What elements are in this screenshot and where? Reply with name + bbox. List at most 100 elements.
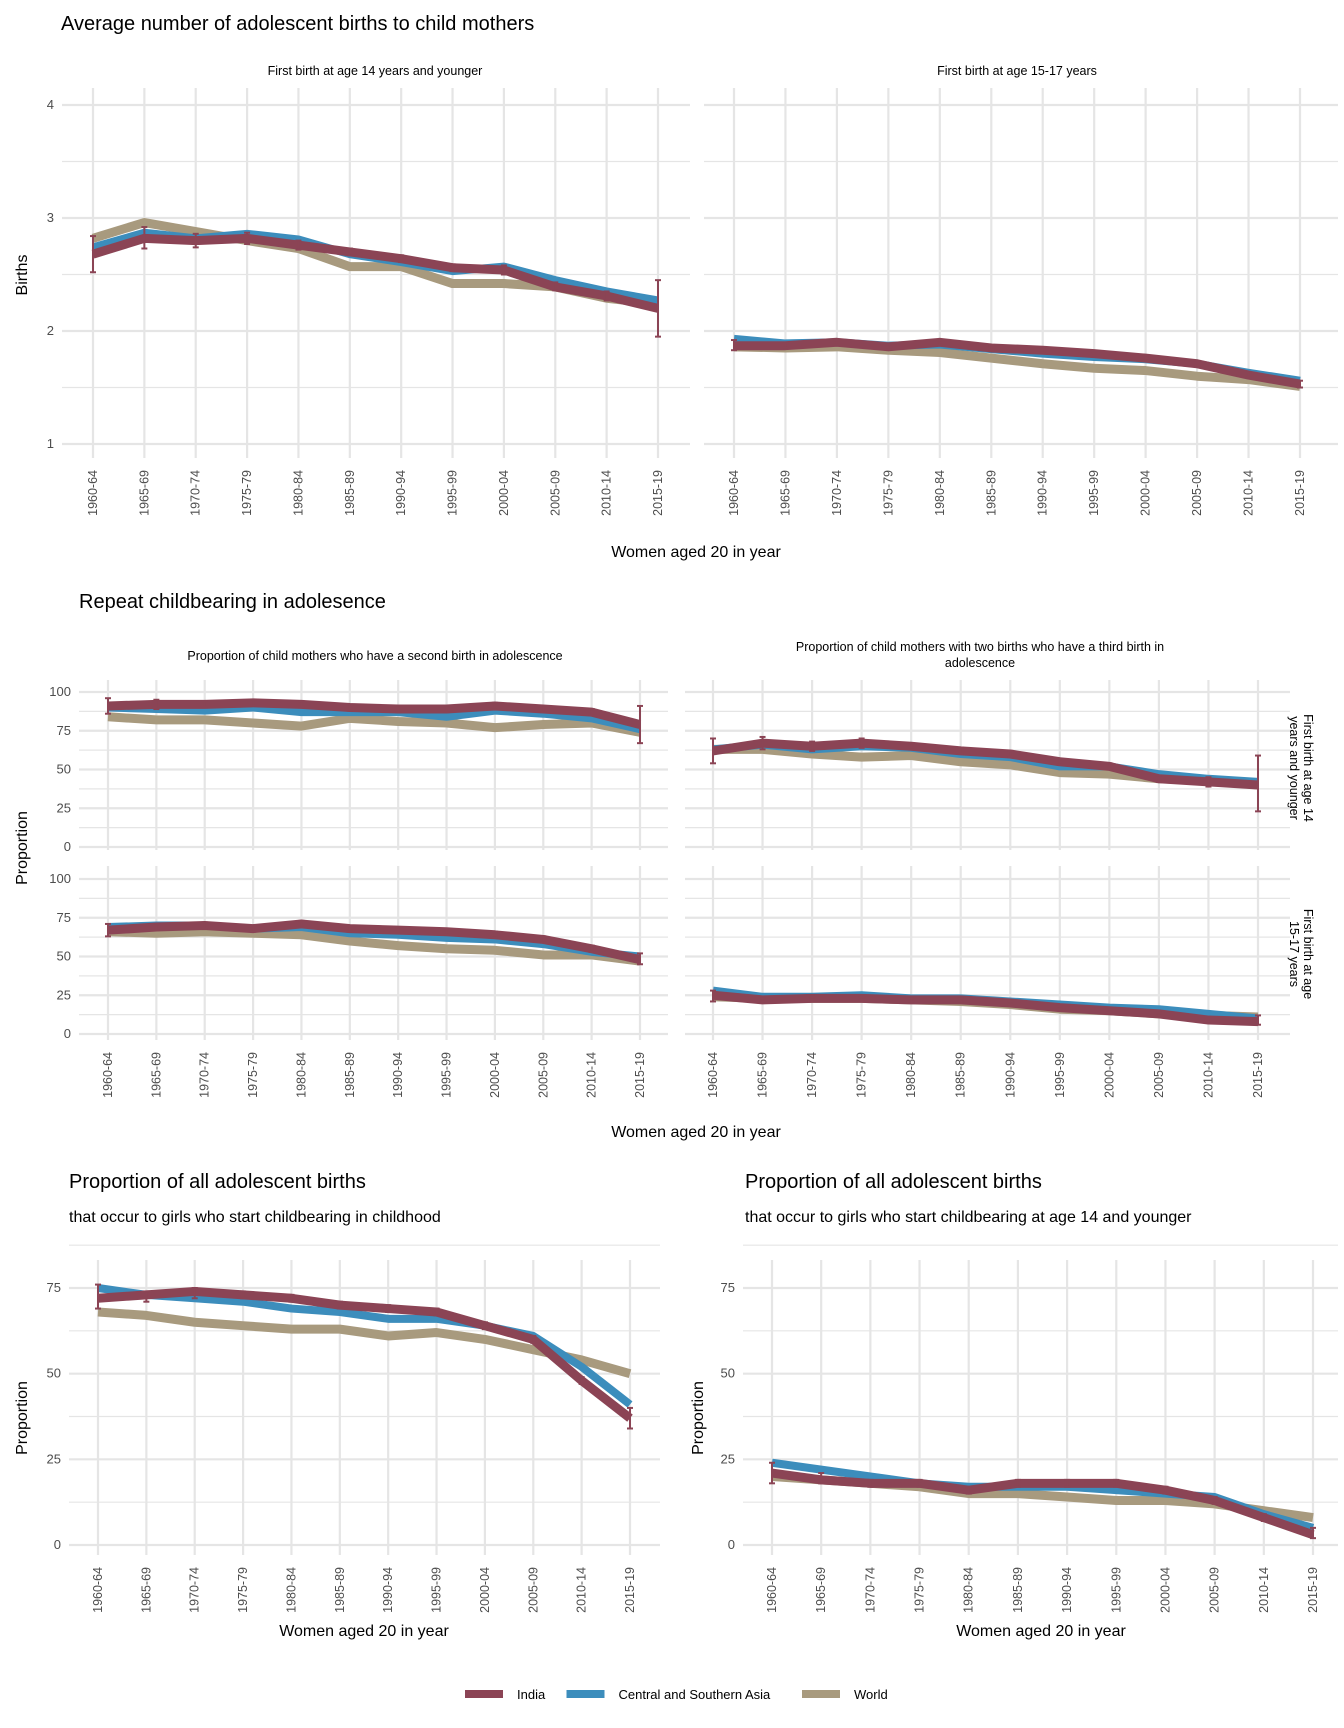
y-axis-title: Proportion xyxy=(690,1381,707,1455)
x-tick-label: 1985-89 xyxy=(984,470,998,516)
x-tick-label: 1960-64 xyxy=(91,1567,105,1613)
x-tick-label: 1965-69 xyxy=(137,470,151,516)
x-tick-label: 1975-79 xyxy=(855,1052,869,1098)
section-subtitle: that occur to girls who start childbeari… xyxy=(745,1209,1192,1226)
series-line-india xyxy=(97,1286,633,1422)
x-tick-label: 2000-04 xyxy=(1139,470,1153,516)
y-axis-title: Births xyxy=(14,255,31,296)
series-line-india xyxy=(91,233,660,313)
facet-strip-label: adolescence xyxy=(945,656,1015,670)
y-tick-label: 4 xyxy=(47,97,54,112)
x-tick-label: 1960-64 xyxy=(727,470,741,516)
x-tick-label: 1970-74 xyxy=(863,1567,877,1613)
series-line-world xyxy=(107,927,641,966)
x-tick-label: 1975-79 xyxy=(240,470,254,516)
x-tick-label: 1975-79 xyxy=(246,1052,260,1098)
x-tick-label: 1960-64 xyxy=(765,1567,779,1613)
x-tick-label: 2015-19 xyxy=(633,1052,647,1098)
x-tick-label: 1990-94 xyxy=(1036,470,1050,516)
facet-strip-label: Proportion of child mothers who have a s… xyxy=(187,649,562,663)
x-tick-label: 2010-14 xyxy=(575,1567,589,1613)
x-tick-label: 2015-19 xyxy=(1251,1052,1265,1098)
panel-avg-births-14: 1 2 3 4 1960-64 1965-69 1970-74 1975-79 1980-84 1… xyxy=(47,88,690,516)
x-tick-label: 1985-89 xyxy=(1011,1567,1025,1613)
y-tick-label: 75 xyxy=(57,723,71,738)
x-tick-label: 2000-04 xyxy=(478,1567,492,1613)
x-tick-label: 1995-99 xyxy=(430,1567,444,1613)
y-tick-label: 100 xyxy=(49,871,71,886)
x-tick-label: 2000-04 xyxy=(497,470,511,516)
x-tick-label: 1960-64 xyxy=(101,1052,115,1098)
y-tick-label: 25 xyxy=(57,987,71,1002)
x-tick-label: 2010-14 xyxy=(1257,1567,1271,1613)
section-subtitle: that occur to girls who start childbeari… xyxy=(69,1209,441,1226)
y-tick-label: 25 xyxy=(721,1451,735,1466)
series-line-india xyxy=(734,337,1301,389)
x-tick-label: 2005-09 xyxy=(1190,470,1204,516)
x-tick-label: 1965-69 xyxy=(778,470,792,516)
facet-strip-label: First birth at age 15-17 years xyxy=(937,64,1097,78)
x-tick-label: 2015-19 xyxy=(1293,470,1307,516)
x-tick-label: 1990-94 xyxy=(391,1052,405,1098)
x-tick-label: 1965-69 xyxy=(139,1567,153,1613)
panel-prop-age14: 0 25 50 75 1960-64 1965-69 1970-74 1975-79 1980-… xyxy=(721,1244,1338,1613)
x-tick-label: 2015-19 xyxy=(1306,1567,1320,1613)
x-tick-label: 2010-14 xyxy=(600,470,614,516)
x-tick-label: 2005-09 xyxy=(1152,1052,1166,1098)
x-tick-label: 1995-99 xyxy=(446,470,460,516)
y-tick-label: 75 xyxy=(57,910,71,925)
legend-label: India xyxy=(517,1687,546,1702)
panel-avg-births-15-17: 1960-64 1965-69 1970-74 1975-79 1980-84 1985-… xyxy=(704,88,1338,516)
y-tick-label: 100 xyxy=(49,684,71,699)
y-tick-label: 2 xyxy=(47,323,54,338)
x-tick-label: 1990-94 xyxy=(381,1567,395,1613)
x-tick-label: 2010-14 xyxy=(585,1052,599,1098)
panel-prop-childhood: 0 25 50 75 1960-64 1965-69 1970-74 1975-79 1980-… xyxy=(47,1244,660,1613)
x-tick-label: 1995-99 xyxy=(440,1052,454,1098)
y-axis-title: Proportion xyxy=(14,811,31,885)
x-tick-label: 1995-99 xyxy=(1053,1052,1067,1098)
y-tick-label: 50 xyxy=(721,1366,735,1381)
x-tick-label: 1980-84 xyxy=(284,1567,298,1613)
x-tick-label: 1980-84 xyxy=(294,1052,308,1098)
x-tick-label: 1970-74 xyxy=(805,1052,819,1098)
row-strip-label: 15-17 years xyxy=(1287,921,1301,987)
legend-label: Central and Southern Asia xyxy=(619,1687,772,1702)
x-tick-label: 1985-89 xyxy=(954,1052,968,1098)
x-tick-label: 1960-64 xyxy=(706,1052,720,1098)
x-tick-label: 1995-99 xyxy=(1109,1567,1123,1613)
x-axis-title: Women aged 20 in year xyxy=(279,1623,449,1640)
x-tick-label: 1990-94 xyxy=(1003,1052,1017,1098)
x-tick-label: 2000-04 xyxy=(488,1052,502,1098)
x-tick-label: 1980-84 xyxy=(962,1567,976,1613)
x-axis-title: Women aged 20 in year xyxy=(956,1623,1126,1640)
x-tick-label: 2010-14 xyxy=(1201,1052,1215,1098)
section-title: Average number of adolescent births to c… xyxy=(61,13,534,35)
x-tick-label: 1965-69 xyxy=(149,1052,163,1098)
section-title: Repeat childbearing in adolesence xyxy=(79,591,386,613)
legend: India Central and Southern Asia World xyxy=(465,1687,888,1702)
panel-repeat-r0-c0: 0 25 50 75 100 xyxy=(49,680,668,854)
x-tick-label: 2005-09 xyxy=(548,470,562,516)
legend-label: World xyxy=(854,1687,888,1702)
x-tick-label: 1965-69 xyxy=(756,1052,770,1098)
y-tick-label: 0 xyxy=(728,1537,735,1552)
x-tick-label: 2015-19 xyxy=(623,1567,637,1613)
section-title: Proportion of all adolescent births xyxy=(69,1171,366,1193)
x-tick-label: 1970-74 xyxy=(188,1567,202,1613)
section-title: Proportion of all adolescent births xyxy=(745,1171,1042,1193)
x-tick-label: 2005-09 xyxy=(526,1567,540,1613)
y-tick-label: 50 xyxy=(57,949,71,964)
y-tick-label: 25 xyxy=(47,1451,61,1466)
x-tick-label: 2010-14 xyxy=(1242,470,1256,516)
series-line-india xyxy=(107,698,642,729)
x-tick-label: 1985-89 xyxy=(343,470,357,516)
series-line-india xyxy=(712,990,1259,1027)
y-tick-label: 0 xyxy=(54,1537,61,1552)
legend-key-india xyxy=(465,1690,503,1698)
x-tick-label: 1985-89 xyxy=(333,1567,347,1613)
row-strip-label: years and younger xyxy=(1287,716,1301,820)
x-tick-label: 1975-79 xyxy=(881,470,895,516)
x-tick-label: 1980-84 xyxy=(904,1052,918,1098)
